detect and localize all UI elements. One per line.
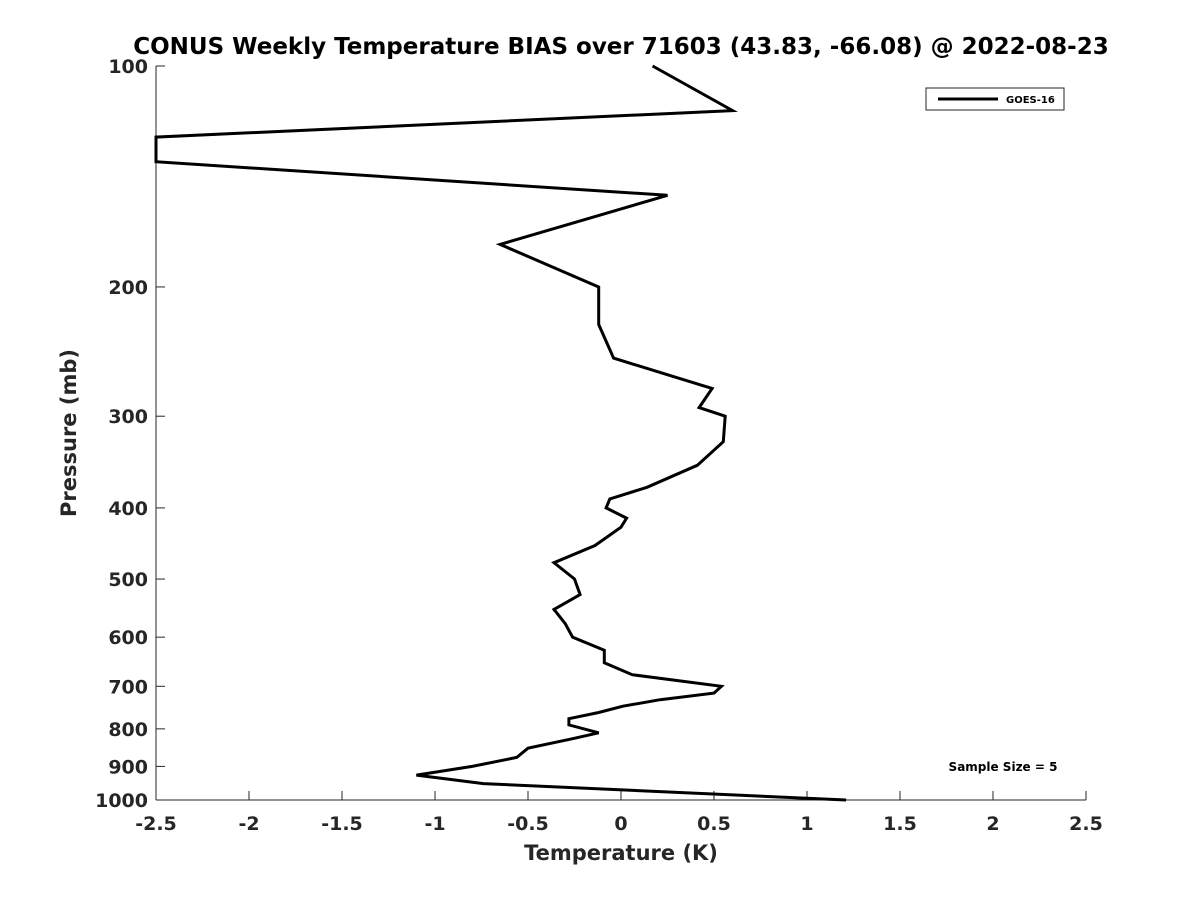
- x-tick-label: -2.5: [135, 813, 177, 835]
- x-tick-label: 0: [614, 813, 627, 835]
- y-tick-label: 700: [108, 676, 148, 698]
- y-tick-label: 500: [108, 569, 148, 591]
- x-tick-label: -0.5: [507, 813, 549, 835]
- chart-title: CONUS Weekly Temperature BIAS over 71603…: [133, 34, 1108, 60]
- sample-size-annotation: Sample Size = 5: [949, 760, 1058, 774]
- x-tick-label: -2: [238, 813, 259, 835]
- y-tick-label: 900: [108, 756, 148, 778]
- y-tick-label: 600: [108, 627, 148, 649]
- x-tick-label: 2.5: [1069, 813, 1103, 835]
- x-tick-label: 1: [800, 813, 813, 835]
- series-line-goes-16: [154, 64, 847, 802]
- y-tick-label: 400: [108, 498, 148, 520]
- y-axis-label: Pressure (mb): [57, 349, 81, 517]
- y-tick-label: 200: [108, 277, 148, 299]
- x-tick-label: 0.5: [697, 813, 731, 835]
- y-axis-ticks: 100 200 300 400 500 600 700 800 900 1000: [95, 56, 165, 812]
- x-tick-label: 1.5: [883, 813, 917, 835]
- y-tick-label: 300: [108, 406, 148, 428]
- x-axis-ticks: -2.5 -2 -1.5 -1 -0.5 0 0.5 1 1.5 2 2.5: [135, 791, 1103, 835]
- x-tick-label: -1: [424, 813, 445, 835]
- y-tick-label: 1000: [95, 790, 148, 812]
- y-tick-label: 800: [108, 719, 148, 741]
- legend: GOES-16: [925, 87, 1065, 111]
- x-tick-label: 2: [986, 813, 999, 835]
- series-layer: [154, 64, 847, 802]
- y-tick-label: 100: [108, 56, 148, 78]
- plot-area: [155, 66, 1086, 801]
- x-tick-label: -1.5: [321, 813, 363, 835]
- legend-entry-label: GOES-16: [1006, 95, 1055, 106]
- x-axis-label: Temperature (K): [524, 841, 718, 865]
